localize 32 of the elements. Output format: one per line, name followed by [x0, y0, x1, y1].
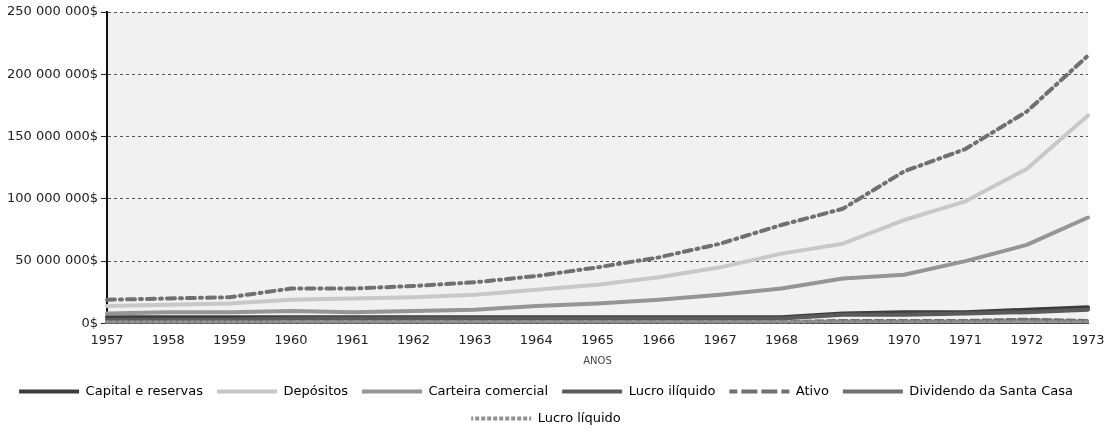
x-tick-label: 1968 [764, 331, 798, 347]
x-tick-label: 1961 [335, 331, 369, 347]
legend-label: Ativo [795, 382, 829, 398]
x-tick-label: 1969 [826, 331, 860, 347]
y-tick-label: 100 000 000$ [6, 190, 98, 206]
x-tick-label: 1965 [580, 331, 615, 347]
legend-label: Lucro líquido [537, 409, 621, 425]
x-axis-title: ANOS [583, 354, 612, 366]
x-tick-label: 1957 [90, 331, 124, 347]
legend-label: Capital e reservas [85, 382, 204, 398]
x-tick-label: 1973 [1071, 331, 1105, 347]
x-tick-label: 1960 [274, 331, 308, 347]
legend-label: Carteira comercial [428, 382, 549, 398]
legend-label: Lucro ilíquido [628, 382, 716, 398]
x-tick-label: 1964 [519, 331, 553, 347]
x-tick-label: 1966 [642, 331, 676, 347]
x-tick-label: 1971 [948, 331, 982, 347]
x-tick-label: 1972 [1010, 331, 1044, 347]
x-tick-label: 1962 [397, 331, 431, 347]
y-tick-label: 250 000 000$ [6, 3, 98, 19]
y-tick-label: 150 000 000$ [6, 127, 98, 143]
x-tick-label: 1970 [887, 331, 921, 347]
y-tick-label: 0$ [81, 314, 98, 330]
x-tick-label: 1967 [703, 331, 737, 347]
x-tick-label: 1963 [458, 331, 492, 347]
x-tick-label: 1958 [151, 331, 185, 347]
y-tick-label: 50 000 000$ [15, 252, 98, 268]
legend-label: Dividendo da Santa Casa [909, 382, 1073, 398]
x-tick-label: 1959 [213, 331, 247, 347]
y-tick-label: 200 000 000$ [6, 65, 98, 81]
line-series [104, 53, 1090, 302]
legend-label: Depósitos [283, 382, 349, 398]
